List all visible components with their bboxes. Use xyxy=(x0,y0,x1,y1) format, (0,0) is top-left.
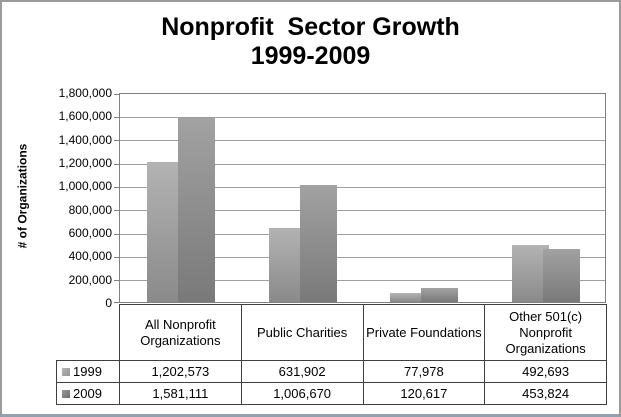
table-row-2009: 2009 1,581,111 1,006,670 120,617 453,824 xyxy=(56,382,607,405)
y-tick-mark xyxy=(114,256,119,258)
y-tick-label: 600,000 xyxy=(68,226,112,240)
y-tick-mark xyxy=(114,186,119,188)
y-tick-mark xyxy=(114,233,119,235)
y-axis-title: # of Organizations xyxy=(15,143,29,249)
gridline xyxy=(120,116,605,118)
category-label-3: Private Foundations xyxy=(362,304,486,361)
bar-1999-category-4 xyxy=(512,244,550,302)
y-tick-label: 200,000 xyxy=(68,272,112,287)
value-cell-1999-1: 1,202,573 xyxy=(119,360,242,383)
y-tick-mark xyxy=(114,302,119,303)
y-tick-label: 400,000 xyxy=(68,249,112,264)
y-tick-label: 0 xyxy=(105,296,112,310)
y-tick-mark xyxy=(114,116,119,118)
category-header-row: All Nonprofit Organizations Public Charit… xyxy=(57,304,607,361)
bar-1999-category-1 xyxy=(146,161,184,302)
y-tick-mark xyxy=(114,94,119,95)
value-cell-2009-2: 1,006,670 xyxy=(240,382,364,405)
y-tick-mark xyxy=(114,163,119,165)
category-label-4: Other 501(c) Nonprofit Organizations xyxy=(484,304,607,361)
y-tick-label: 1,800,000 xyxy=(58,86,112,100)
value-cell-1999-2: 631,902 xyxy=(240,360,364,383)
y-tick-label: 1,600,000 xyxy=(58,109,112,124)
gridline xyxy=(120,210,605,212)
value-cell-2009-3: 120,617 xyxy=(362,382,486,405)
chart-title-line1: Nonprofit Sector Growth xyxy=(161,13,460,41)
legend-label: 2009 xyxy=(73,385,102,401)
value-cell-1999-3: 77,978 xyxy=(362,360,486,383)
bar-1999-category-3 xyxy=(390,292,428,302)
chart-title-line2: 1999-2009 xyxy=(250,42,371,70)
gridline xyxy=(120,140,605,142)
category-label-2: Public Charities xyxy=(240,304,364,361)
bar-1999-category-2 xyxy=(268,228,306,302)
y-tick-mark xyxy=(114,280,119,282)
gridline xyxy=(120,163,605,165)
legend-cell-1999: 1999 xyxy=(56,360,120,383)
y-tick-label: 1,000,000 xyxy=(58,179,112,194)
legend-cell-2009: 2009 xyxy=(56,382,120,405)
bar-2009-category-2 xyxy=(299,184,337,302)
y-tick-label: 800,000 xyxy=(68,202,112,217)
value-cell-2009-4: 453,824 xyxy=(484,382,607,405)
y-tick-label: 1,400,000 xyxy=(58,132,112,147)
y-tick-label: 1,200,000 xyxy=(58,156,112,170)
table-row-1999: 1999 1,202,573 631,902 77,978 492,693 xyxy=(56,360,607,383)
category-label-1: All Nonprofit Organizations xyxy=(119,304,242,361)
value-cell-1999-4: 492,693 xyxy=(484,360,607,383)
gridline xyxy=(120,186,605,188)
gridline xyxy=(120,280,605,282)
legend-entry: 1999 xyxy=(59,364,117,380)
gridline xyxy=(120,256,605,258)
bar-2009-category-1 xyxy=(177,117,215,302)
gridline xyxy=(120,233,605,235)
table-corner-blank xyxy=(57,305,120,361)
data-table: All Nonprofit Organizations Public Charit… xyxy=(56,304,607,405)
bar-2009-category-4 xyxy=(543,249,581,302)
y-tick-mark xyxy=(114,140,119,142)
legend-swatch-icon xyxy=(62,389,70,398)
legend-entry: 2009 xyxy=(59,386,117,402)
y-tick-mark xyxy=(114,210,119,212)
legend-label: 1999 xyxy=(73,363,102,379)
bar-2009-category-3 xyxy=(421,287,459,302)
value-cell-2009-1: 1,581,111 xyxy=(119,382,242,405)
legend-swatch-icon xyxy=(62,367,70,376)
chart-title: Nonprofit Sector Growth 1999-2009 xyxy=(2,13,619,71)
plot-area xyxy=(114,93,606,303)
y-axis-labels: 0 200,000 400,000 600,000 800,000 1,000,000 1,… xyxy=(40,2,112,414)
